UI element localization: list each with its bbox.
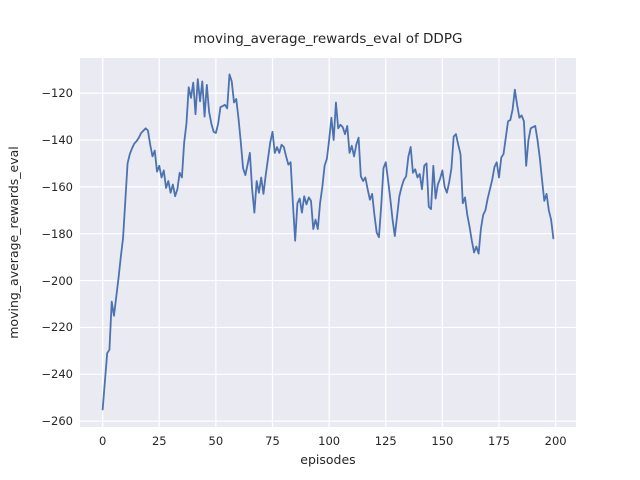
x-axis-label: episodes bbox=[300, 452, 356, 467]
chart-title: moving_average_rewards_eval of DDPG bbox=[193, 31, 463, 47]
plot-canvas bbox=[80, 58, 576, 427]
y-tick-label: −200 bbox=[41, 273, 73, 288]
y-axis-label: moving_average_rewards_eval bbox=[5, 146, 21, 339]
x-tick-label: 25 bbox=[151, 434, 167, 448]
x-tick-label: 125 bbox=[374, 434, 397, 448]
x-tick-label: 75 bbox=[265, 434, 280, 448]
x-tick-label: 100 bbox=[318, 434, 341, 448]
x-tick-label: 150 bbox=[431, 434, 454, 448]
plot-area bbox=[80, 58, 576, 427]
gridlines bbox=[80, 58, 576, 427]
y-axis-label-container: moving_average_rewards_eval bbox=[2, 58, 24, 427]
y-tick-label: −160 bbox=[41, 179, 73, 194]
y-tick-label: −240 bbox=[41, 367, 73, 382]
y-tick-label: −260 bbox=[41, 414, 73, 429]
y-tick-label: −220 bbox=[41, 320, 73, 335]
x-tick-label: 200 bbox=[544, 434, 567, 448]
x-tick-label: 175 bbox=[488, 434, 510, 448]
y-tick-label: −120 bbox=[41, 86, 73, 101]
data-line-ddpg bbox=[101, 73, 555, 411]
x-tick-label: 50 bbox=[208, 434, 224, 448]
y-tick-label: −180 bbox=[41, 226, 73, 241]
y-tick-label: −140 bbox=[41, 133, 73, 147]
x-tick-label: 0 bbox=[98, 434, 107, 448]
